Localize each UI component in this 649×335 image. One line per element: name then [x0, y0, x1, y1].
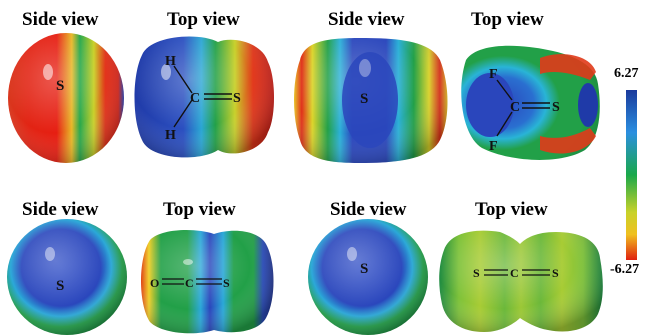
panel1-top-surface: [134, 36, 274, 158]
panel3-top-title: Top view: [163, 199, 236, 220]
panel4-side-surface: [308, 219, 428, 335]
panel2-top-atom-s: S: [552, 100, 560, 115]
panel3-top-surface: [141, 230, 274, 334]
panel4-top-title: Top view: [475, 199, 548, 220]
panel3-top-atom-s: S: [223, 276, 230, 290]
panel2-top-atom-f2: F: [489, 139, 498, 154]
panel4-side-title: Side view: [330, 199, 407, 220]
panel4-top-atom-s2: S: [552, 266, 559, 280]
panel2-top-title: Top view: [471, 9, 544, 30]
panel2-side-atom: S: [360, 91, 368, 107]
panel3-top-atom-c: C: [185, 276, 194, 290]
panel1-side-atom: S: [56, 78, 64, 94]
panel1-top-atom-h1: H: [165, 54, 176, 69]
panel1-side-surface: [8, 33, 124, 163]
panel2-side-title: Side view: [328, 9, 405, 30]
panel1-top-atom-h2: H: [165, 128, 176, 143]
panel1-top-atom-s: S: [233, 91, 241, 106]
potential-colorbar: [626, 90, 637, 260]
panel3-top-atom-o: O: [150, 276, 159, 290]
panel4-side-atom: S: [360, 261, 368, 277]
panel2-side-surface: [294, 38, 448, 163]
panel3-side-title: Side view: [22, 199, 99, 220]
colorbar-min-label: -6.27: [610, 262, 640, 277]
panel2-top-surface: [461, 45, 600, 160]
panel2-top-atom-f1: F: [489, 67, 498, 82]
panel1-top-title: Top view: [167, 9, 240, 30]
panel3-side-surface: [7, 219, 127, 335]
panel4-top-atom-s1: S: [473, 266, 480, 280]
colorbar-max-label: 6.27: [614, 66, 639, 81]
panel4-top-surface: [439, 230, 603, 332]
panel2-top-atom-c: C: [510, 100, 520, 115]
panel4-top-atom-c: C: [510, 266, 519, 280]
panel1-side-title: Side view: [22, 9, 99, 30]
panel1-top-atom-c: C: [190, 91, 200, 106]
panel3-side-atom: S: [56, 278, 64, 294]
